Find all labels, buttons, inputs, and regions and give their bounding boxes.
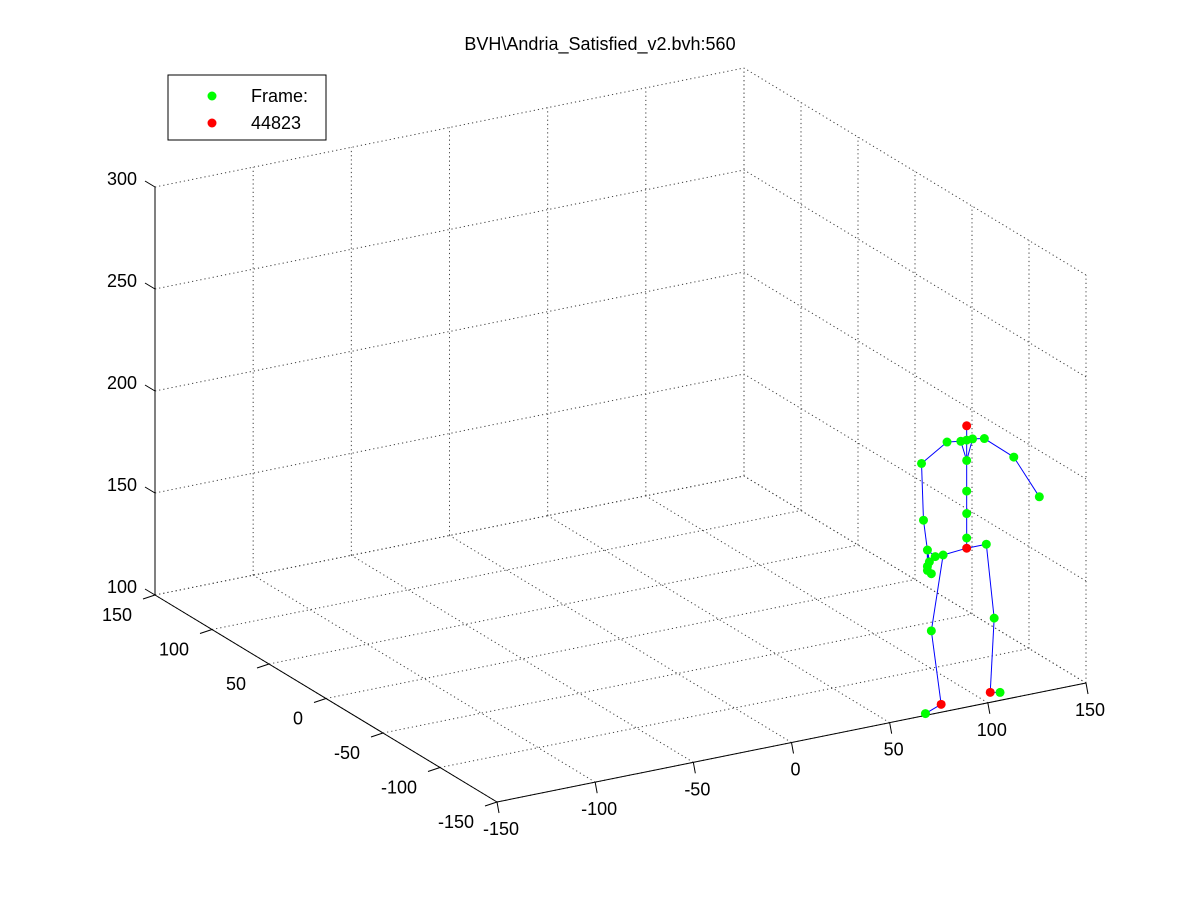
z-tick-mark [144,180,156,188]
y-tick-mark [370,732,384,738]
chart-grid [154,67,1087,803]
joint-point-l_wrist [1034,492,1044,502]
skeleton-bones [921,425,1040,715]
joint-point-r_wrist [918,515,928,525]
z-tick-label: 150 [107,475,137,495]
grid-line [154,475,745,596]
x-tick-label: -150 [483,819,519,839]
legend-label-frame: Frame: [251,86,308,106]
grid-line [252,574,596,783]
joint-point-l_hip [981,539,991,549]
y-tick-mark [484,801,498,807]
grid-line [325,579,916,699]
x-tick-mark [889,722,893,734]
grid-line [154,169,745,290]
joint-point-l_ankle [985,687,995,697]
x-tick-mark [987,702,991,714]
x-tick-mark [1085,682,1089,695]
legend-marker-frame [207,91,217,101]
grid-line [439,648,1030,768]
joint-point-hips [962,543,972,553]
skeleton-bone [921,441,948,464]
y-tick-label: -150 [438,812,474,832]
z-tick-mark [144,588,156,596]
x-tick-mark [496,801,500,814]
skeleton-bone [921,463,924,521]
skeleton-bone [922,520,928,551]
z-tick-mark [144,486,156,494]
z-tick-mark [144,384,156,392]
chart-legend: Frame: 44823 [167,74,327,141]
joint-point-r_shoulder [942,437,952,447]
grid-line [449,535,792,743]
grid-line [268,544,859,665]
joint-point-l_toe [995,687,1005,697]
y-tick-mark [256,663,270,669]
x-tick-mark [594,782,598,794]
legend-box [167,74,327,141]
x-tick-label: -100 [581,799,617,819]
joint-point-spine [962,533,972,543]
z-tick-label: 200 [107,373,137,393]
z-tick-label: 300 [107,169,137,189]
skeleton-bone [984,438,1015,458]
grid-line [154,67,745,188]
y-tick-label: 150 [102,605,132,625]
grid-line [382,613,973,734]
grid-line [351,554,694,763]
y-tick-label: 50 [226,674,246,694]
y-tick-mark [427,767,441,772]
joint-point-r_collar [956,436,966,446]
joint-point-neck [962,455,972,465]
x-tick-label: -50 [684,779,710,799]
grid-line [211,510,802,630]
x-tick-label: 0 [790,760,800,780]
joint-point-r_elbow [917,458,927,468]
joint-point-l_knee [989,613,999,623]
joint-point-head_top [962,421,972,431]
y-tick-label: 0 [293,709,303,729]
x-tick-mark [791,742,794,754]
grid-line [743,271,1087,480]
joint-point-r_ankle [936,699,946,709]
joint-point-l_collar [968,434,978,444]
joint-point-l_shoulder [979,434,989,444]
skeleton-bone [1013,456,1040,498]
joint-point-r_toe [920,709,930,719]
legend-label-frame-number: 44823 [251,113,301,133]
skeleton-bone [985,544,995,619]
y-tick-label: -50 [334,743,360,763]
chart-title: BVH\Andria_Satisfied_v2.bvh:560 [464,34,735,55]
x-tick-label: 50 [884,740,904,760]
grid-line [154,373,745,494]
joint-point-r_finger4 [926,569,936,579]
legend-marker-frame-number [207,118,217,128]
chart-tick-labels: -150 -100 -50 0 50 100 150 -150 -100 -50 0 50 100 150… [102,169,1105,839]
joint-point-r_knee [926,626,936,636]
joint-point-r_hand [922,545,932,555]
y-tick-mark [313,698,327,703]
grid-line [547,515,890,724]
y-tick-label: -100 [381,778,417,798]
skeleton-bone [930,630,942,705]
x-tick-mark [692,762,696,774]
joint-point-r_hip [938,550,948,560]
joint-point-r_finger5 [930,552,940,562]
joint-point-spine1 [962,509,972,519]
skeleton-bone [930,554,944,631]
z-tick-label: 250 [107,271,137,291]
y-tick-mark [142,594,156,600]
y-tick-mark [199,629,213,634]
skeleton-joints [917,421,1044,719]
x-tick-label: 150 [1075,700,1105,720]
y-tick-label: 100 [159,640,189,660]
z-tick-mark [144,282,156,290]
z-tick-label: 100 [107,577,137,597]
joint-point-spine2 [962,486,972,496]
x-tick-label: 100 [977,720,1007,740]
grid-line [154,271,745,392]
skeleton-bone [989,618,995,693]
joint-point-l_elbow [1009,452,1019,462]
